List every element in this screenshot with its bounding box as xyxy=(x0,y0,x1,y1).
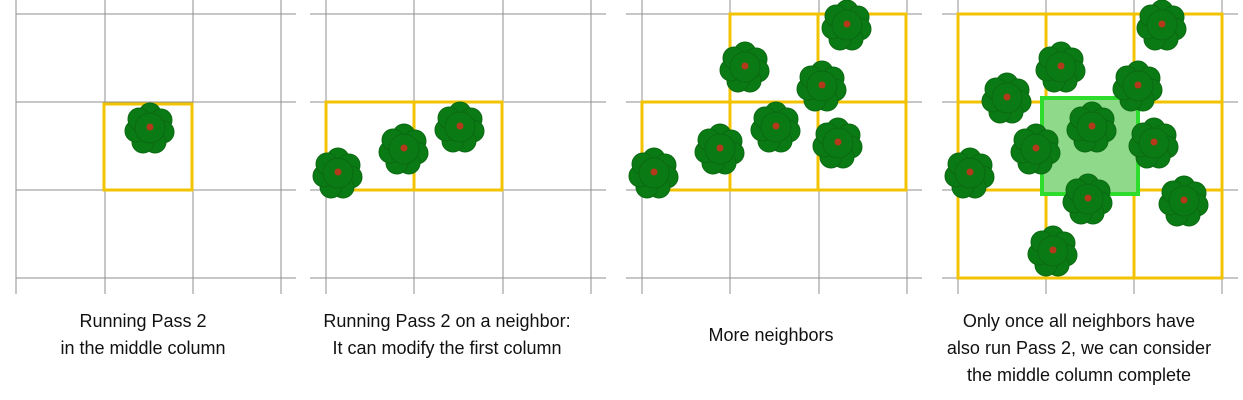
tree-center xyxy=(400,144,408,152)
tree-center xyxy=(650,168,658,176)
tree-center xyxy=(456,122,464,130)
panel-4 xyxy=(942,0,1238,294)
tree-center xyxy=(1088,122,1096,130)
tree-center xyxy=(843,20,851,28)
tree-center xyxy=(1180,196,1188,204)
tree-center xyxy=(334,168,342,176)
tree-center xyxy=(146,123,154,131)
panel-3 xyxy=(626,0,922,294)
caption-panel-1: Running Pass 2 in the middle column xyxy=(60,311,226,358)
panel-1 xyxy=(15,0,296,294)
panel-2 xyxy=(310,0,606,294)
tree-center xyxy=(1134,81,1142,89)
tree-center xyxy=(966,168,974,176)
tree-center xyxy=(741,62,749,70)
tree-center xyxy=(818,81,826,89)
caption-panel-3: More neighbors xyxy=(708,325,834,345)
processed-cell xyxy=(956,188,1048,280)
tree-center xyxy=(1084,194,1092,202)
tree-center xyxy=(1158,20,1166,28)
tree-center xyxy=(1032,144,1040,152)
tree-center xyxy=(1150,138,1158,146)
tree-center xyxy=(1057,62,1065,70)
tree-center xyxy=(834,138,842,146)
caption-panel-4: Only once all neighbors have also run Pa… xyxy=(946,311,1212,385)
tree-center xyxy=(1049,246,1057,254)
caption-panel-2: Running Pass 2 on a neighbor: It can mod… xyxy=(323,311,571,358)
tree-center xyxy=(716,144,724,152)
tree-center xyxy=(1003,93,1011,101)
tree-center xyxy=(772,122,780,130)
